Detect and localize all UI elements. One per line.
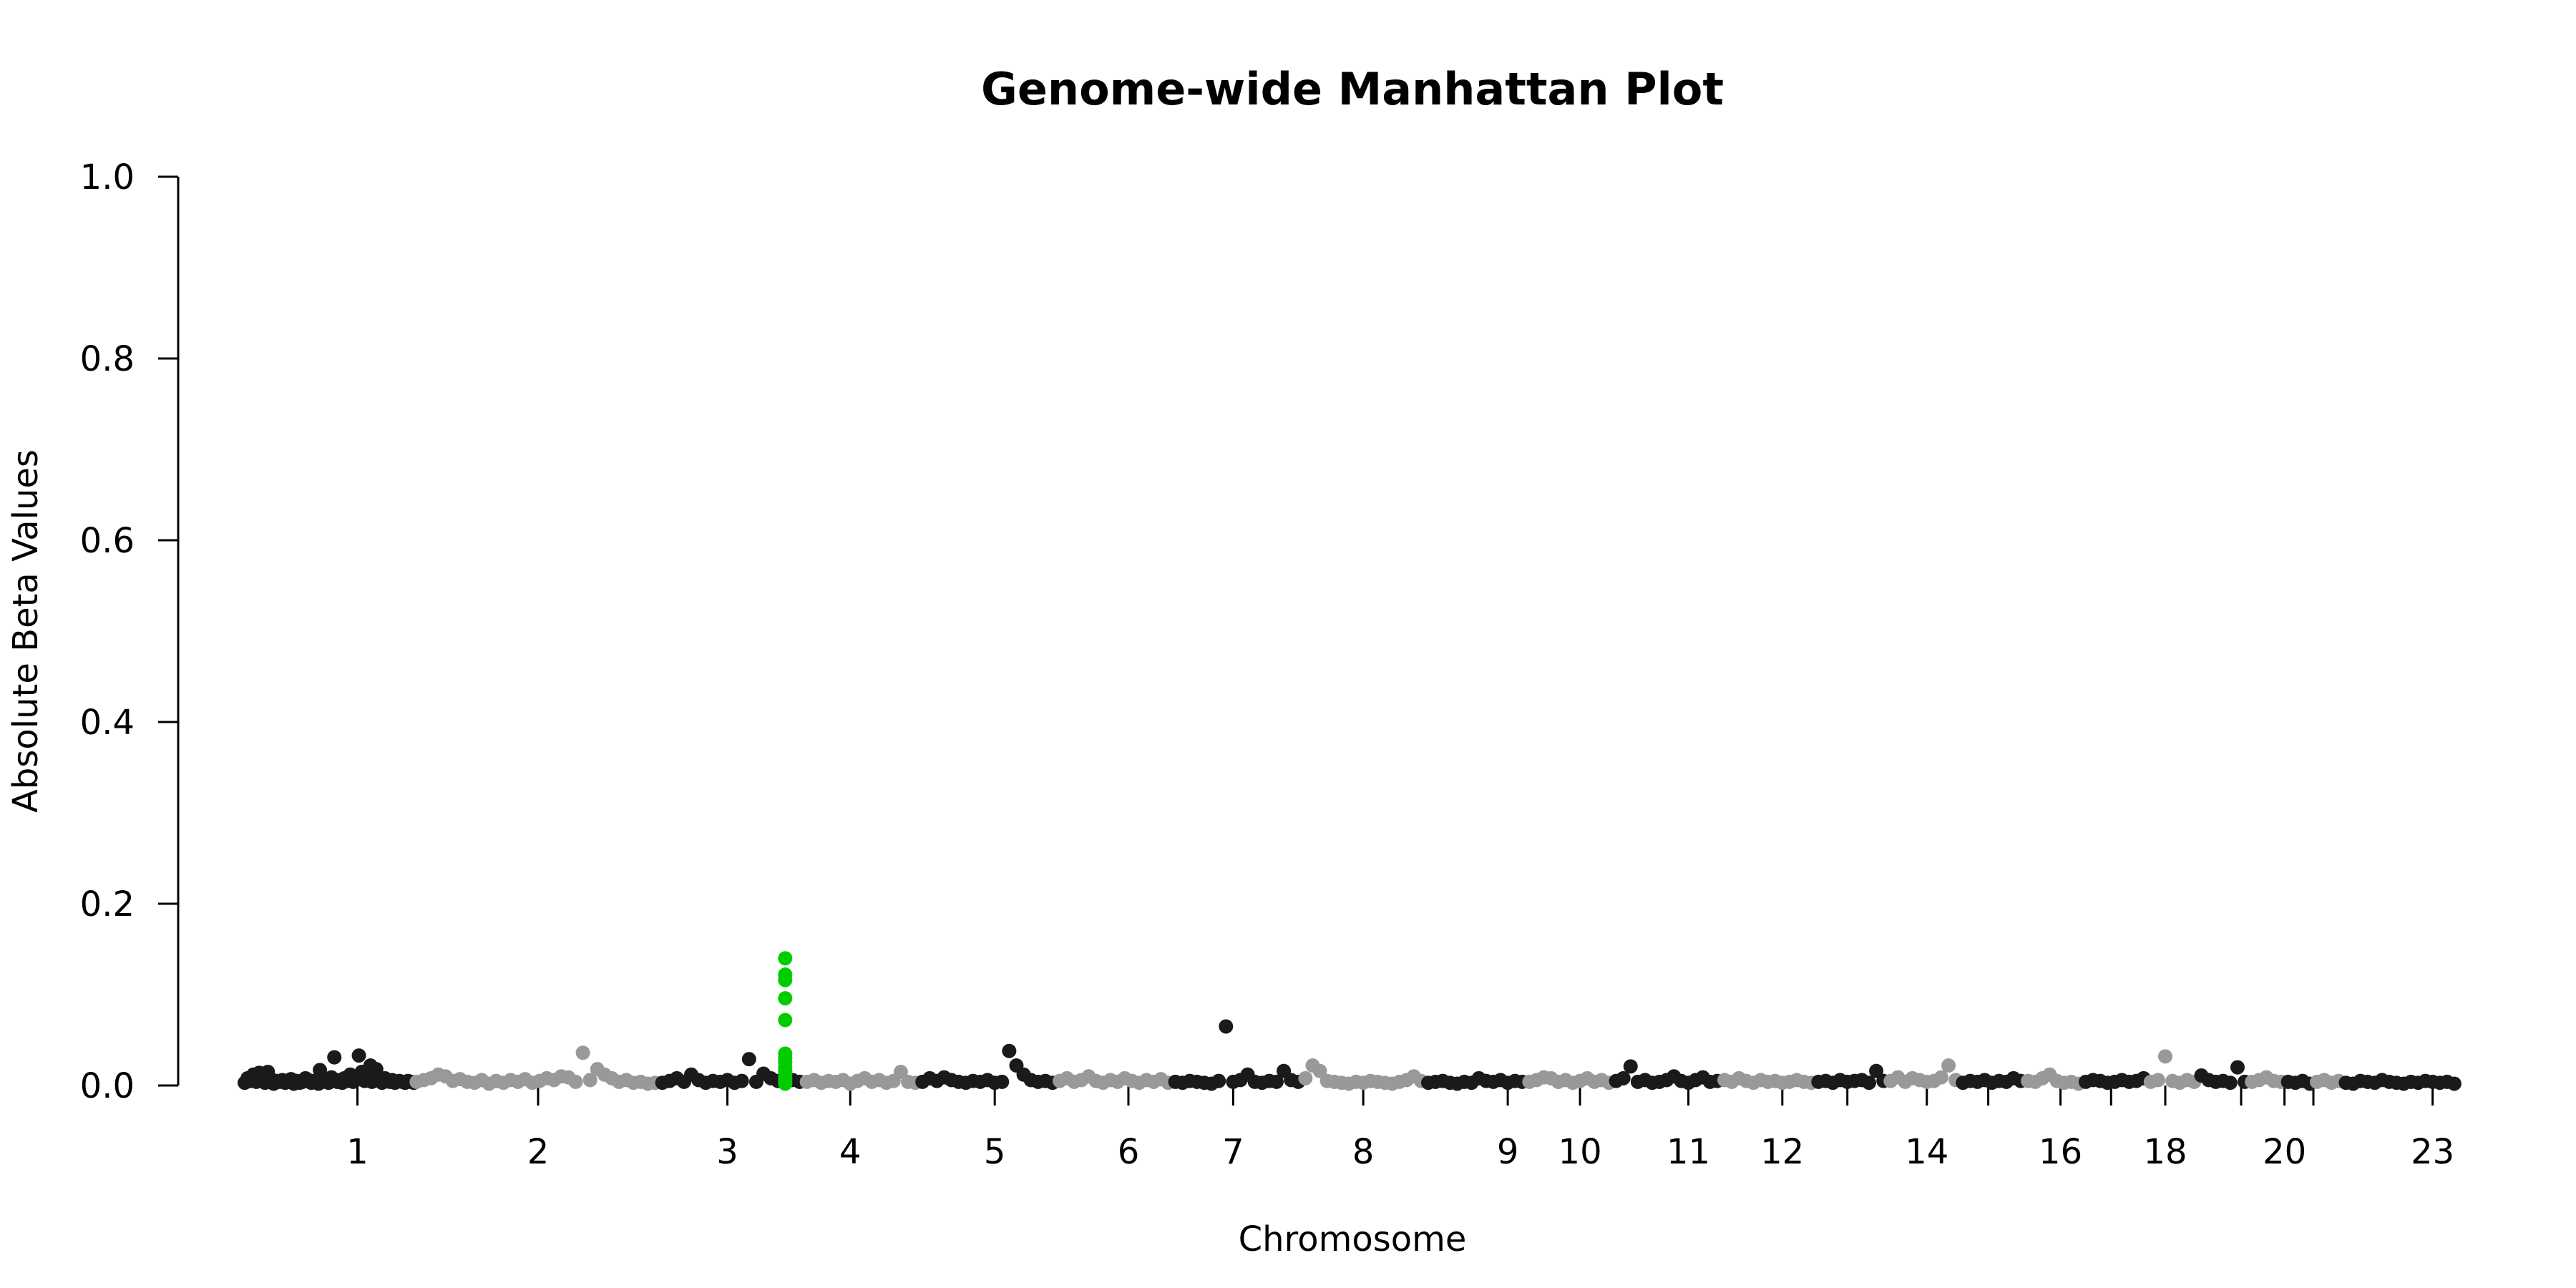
y-axis-label: Absolute Beta Values <box>6 449 46 813</box>
x-tick-label: 11 <box>1667 1132 1710 1172</box>
data-point <box>995 1074 1010 1089</box>
y-tick-label: 0.6 <box>80 521 135 561</box>
highlight-point <box>778 1013 793 1028</box>
data-point <box>1623 1059 1638 1074</box>
x-tick-label: 5 <box>984 1132 1006 1172</box>
data-point <box>741 1052 756 1067</box>
highlight-point <box>778 972 793 987</box>
data-point <box>1616 1070 1631 1085</box>
data-point <box>2230 1060 2245 1075</box>
data-point <box>1219 1019 1234 1034</box>
data-points <box>238 951 2462 1091</box>
y-tick-label: 0.0 <box>80 1066 135 1106</box>
x-axis-label: Chromosome <box>1239 1219 1467 1259</box>
y-tick-label: 0.8 <box>80 339 135 379</box>
x-tick-label: 12 <box>1760 1132 1804 1172</box>
x-tick-label: 1 <box>346 1132 369 1172</box>
x-tick-label: 4 <box>839 1132 862 1172</box>
highlight-point <box>778 1076 793 1091</box>
x-tick-label: 16 <box>2039 1132 2082 1172</box>
x-tick-label: 8 <box>1352 1132 1375 1172</box>
data-point <box>1933 1070 1948 1085</box>
data-point <box>893 1064 908 1079</box>
data-point <box>582 1073 597 1088</box>
x-tick-label: 7 <box>1222 1132 1244 1172</box>
data-point <box>1211 1073 1226 1088</box>
data-point <box>1298 1070 1313 1085</box>
data-point <box>351 1048 366 1063</box>
data-point <box>1269 1074 1284 1089</box>
data-point <box>2446 1076 2462 1091</box>
x-tick-label: 6 <box>1118 1132 1140 1172</box>
data-point <box>2157 1049 2172 1064</box>
data-point <box>369 1062 384 1077</box>
x-tick-label: 3 <box>716 1132 738 1172</box>
data-point <box>1941 1058 1956 1073</box>
x-tick-label: 14 <box>1905 1132 1948 1172</box>
x-tick-label: 18 <box>2143 1132 2187 1172</box>
data-point <box>1861 1075 1876 1091</box>
y-tick-label: 0.2 <box>80 884 135 924</box>
x-tick-label: 2 <box>527 1132 550 1172</box>
data-point <box>1869 1063 1884 1078</box>
data-point <box>1002 1043 1017 1058</box>
x-tick-label: 10 <box>1558 1132 1602 1172</box>
y-tick-label: 0.4 <box>80 703 135 743</box>
y-axis-ticks: 0.0 0.2 0.4 0.6 0.8 1.0 <box>80 157 178 1106</box>
y-tick-label: 1.0 <box>80 157 135 197</box>
data-point <box>2150 1073 2165 1088</box>
data-point <box>734 1073 749 1088</box>
chart-title: Genome-wide Manhattan Plot <box>981 63 1724 115</box>
data-point <box>327 1050 342 1065</box>
data-point <box>2223 1075 2238 1091</box>
x-axis-ticks: 1 2 3 4 5 6 7 8 9 10 11 12 14 16 18 20 23 <box>346 1085 2454 1172</box>
highlight-point <box>778 991 793 1006</box>
x-tick-label: 20 <box>2263 1132 2306 1172</box>
x-tick-label: 23 <box>2411 1132 2454 1172</box>
data-point <box>568 1074 583 1089</box>
highlight-point <box>778 951 793 966</box>
x-tick-label: 9 <box>1497 1132 1519 1172</box>
data-point <box>575 1045 590 1060</box>
data-point <box>1312 1063 1327 1078</box>
